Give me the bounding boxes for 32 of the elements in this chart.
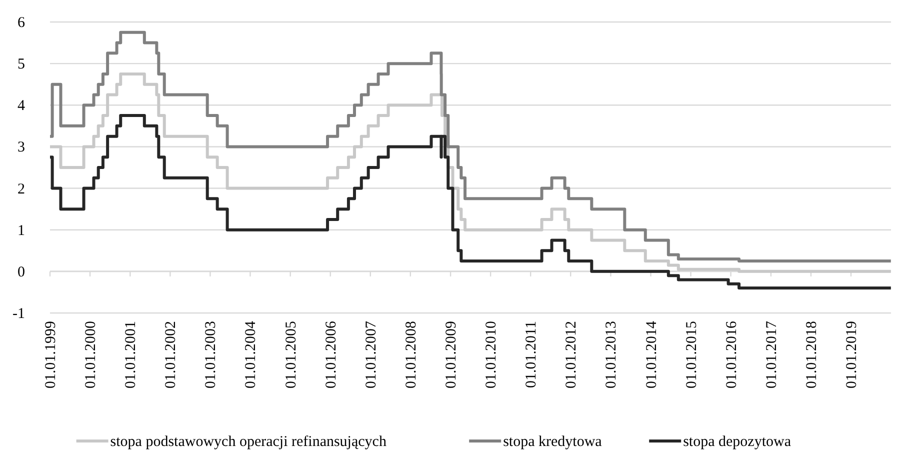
x-tick-label: 01.01.2017: [764, 320, 780, 388]
y-tick-label: 4: [18, 98, 26, 114]
y-tick-label: 6: [18, 15, 26, 31]
x-tick-label: 01.01.2015: [684, 321, 700, 388]
y-tick-label: 2: [18, 181, 25, 198]
legend-label: stopa podstawowych operacji refinansujących: [110, 434, 387, 450]
x-tick-label: 01.01.2000: [83, 321, 100, 388]
x-tick-label: 01.01.2011: [524, 321, 540, 388]
x-tick-label: 01.01.2006: [323, 320, 340, 388]
legend-label: stopa kredytowa: [503, 434, 602, 450]
x-tick-label: 01.01.2009: [444, 321, 460, 388]
y-tick-label: 1: [18, 222, 25, 239]
x-tick-label: 01.01.2004: [243, 320, 260, 388]
x-tick-label: 01.01.2005: [283, 321, 300, 388]
x-tick-label: 01.01.2012: [564, 321, 580, 388]
x-tick-label: 01.01.2007: [363, 320, 380, 388]
y-tick-label: 5: [18, 56, 25, 73]
x-tick-label: 01.01.2002: [163, 321, 180, 388]
x-tick-label: 01.01.2010: [484, 321, 500, 388]
legend-label: stopa depozytowa: [683, 434, 792, 450]
y-tick-label: 0: [18, 264, 25, 280]
x-tick-label: 01.01.2014: [644, 320, 660, 388]
x-tick-label: 01.01.2001: [123, 321, 140, 388]
x-tick-label: 01.01.2019: [844, 321, 860, 388]
x-tick-label: 01.01.1999: [43, 321, 59, 388]
y-tick-label: -1: [12, 306, 25, 322]
x-tick-label: 01.01.2008: [403, 321, 420, 388]
x-tick-label: 01.01.2013: [604, 321, 620, 388]
y-tick-label: 3: [18, 140, 25, 156]
x-tick-label: 01.01.2018: [804, 321, 820, 388]
x-tick-label: 01.01.2003: [203, 321, 220, 388]
x-tick-label: 01.01.2016: [724, 320, 740, 388]
